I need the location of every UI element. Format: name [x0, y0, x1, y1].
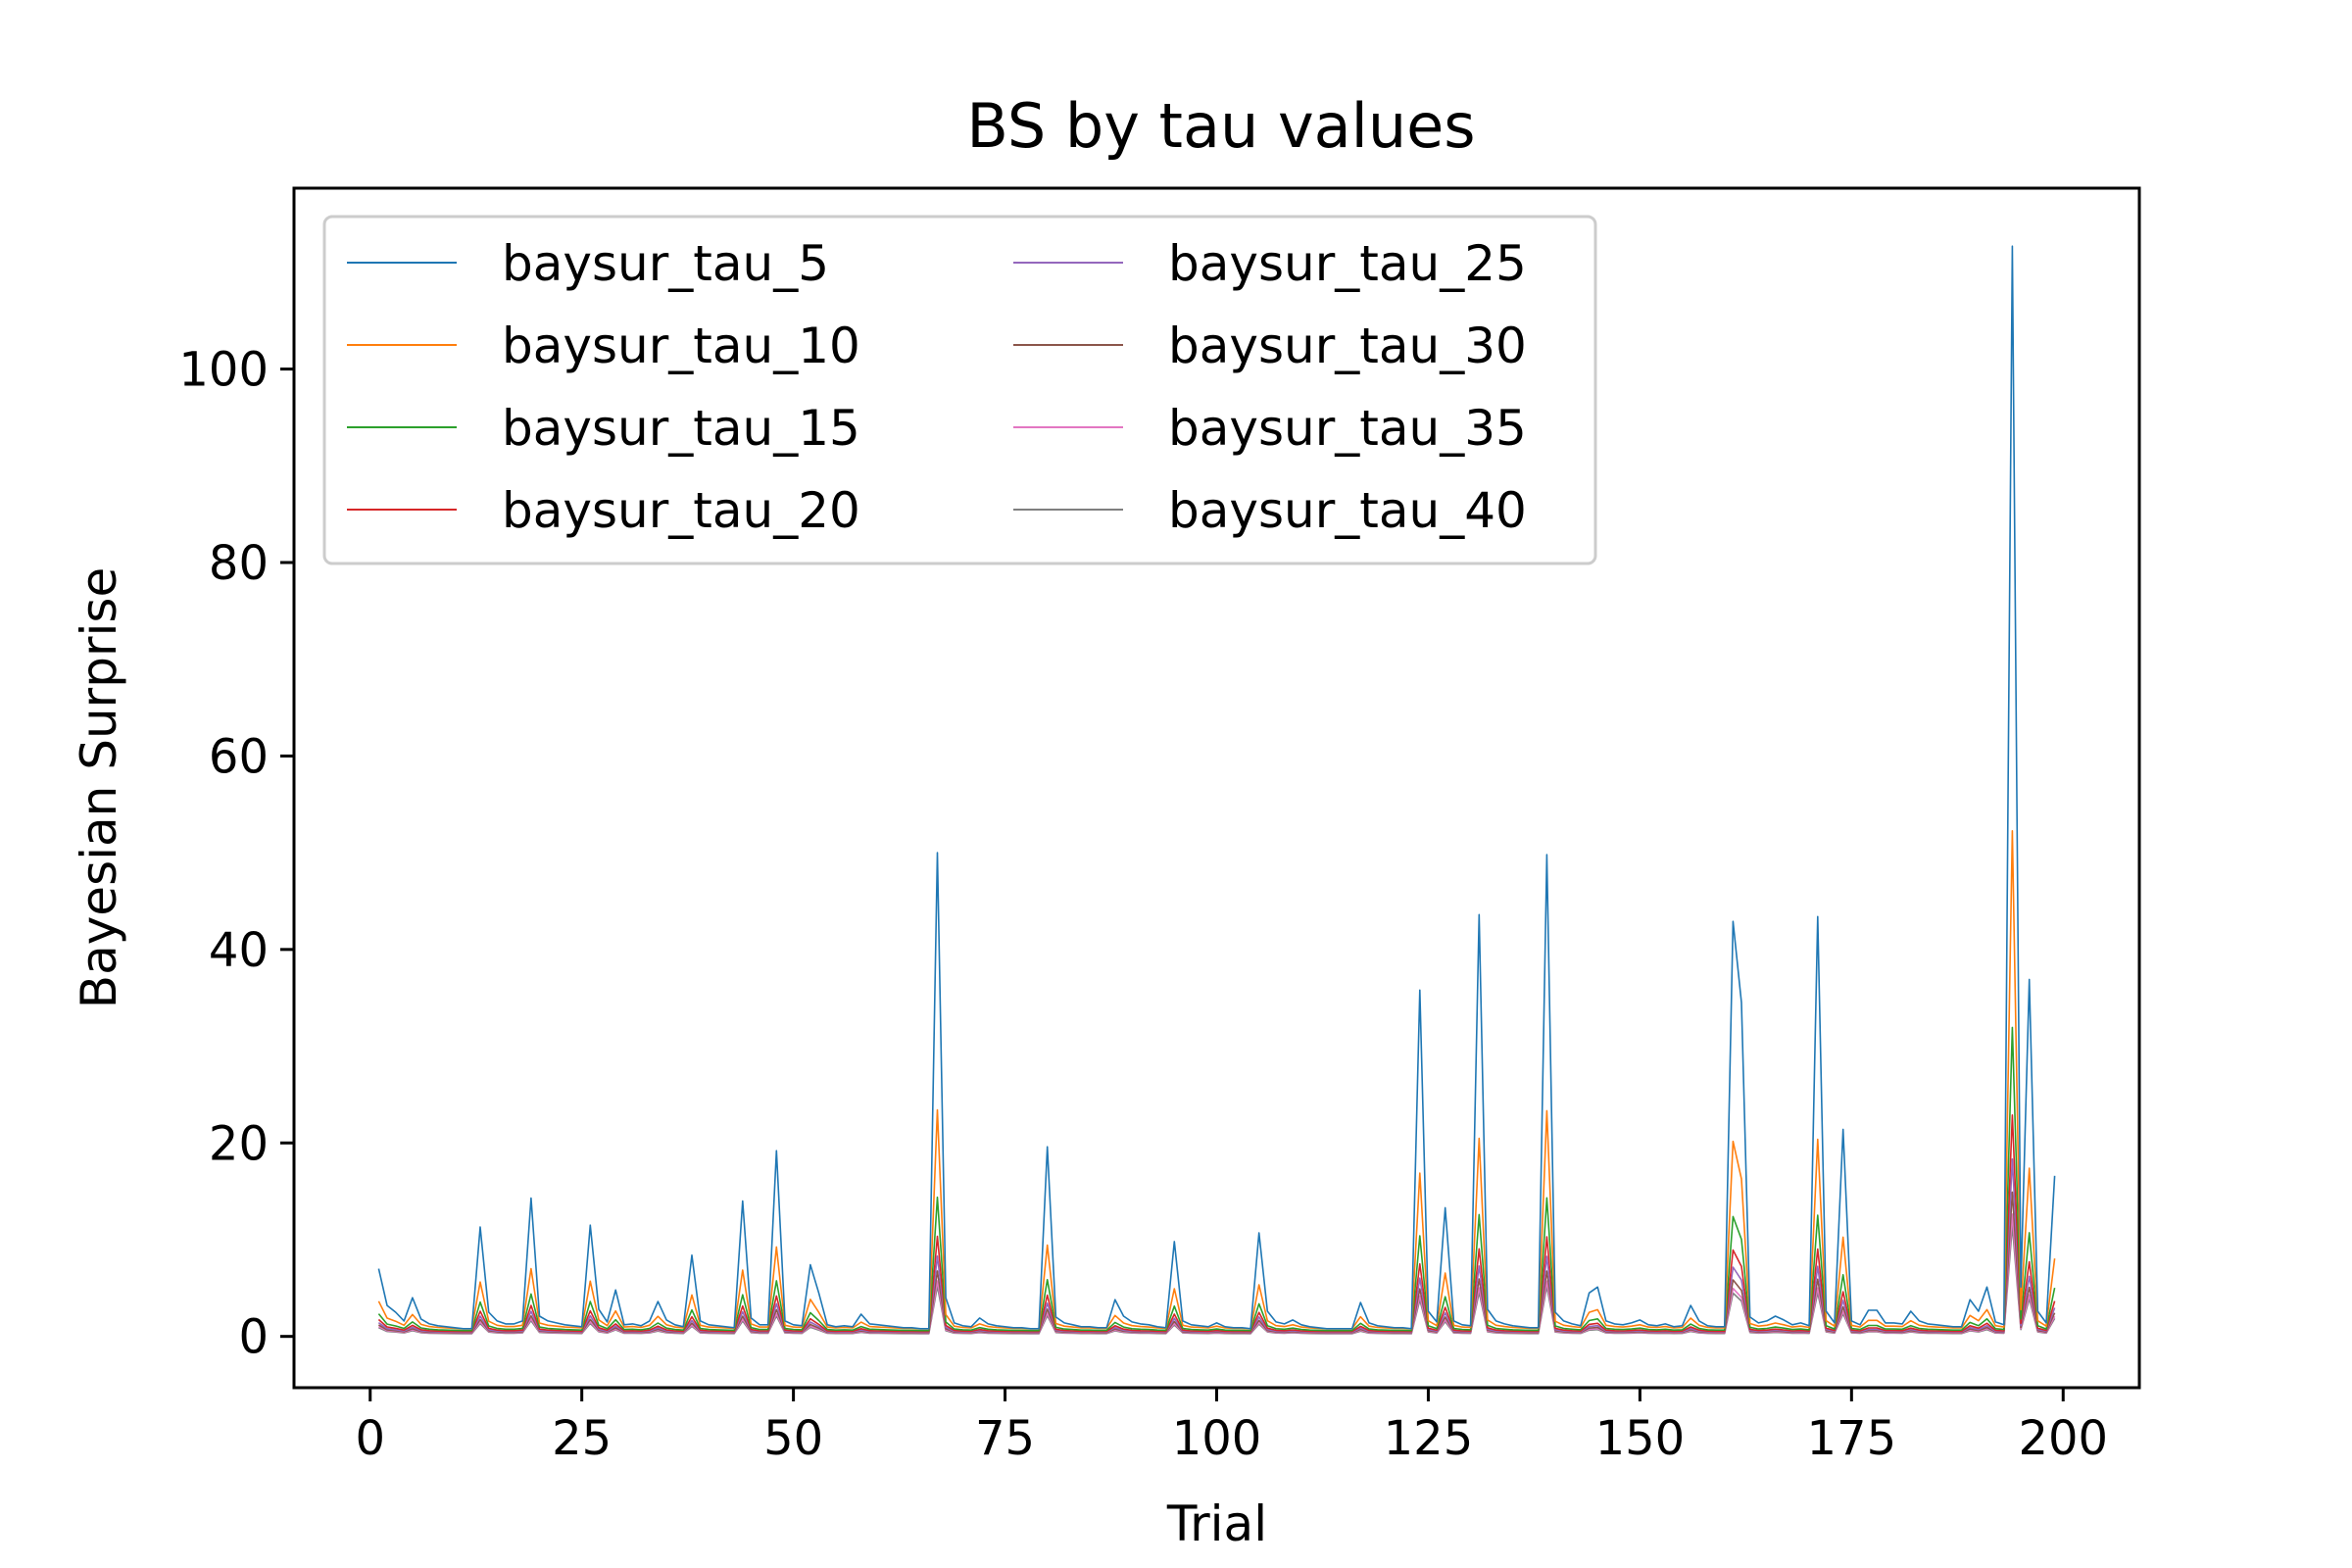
legend-label: baysur_tau_5 [502, 235, 829, 292]
series-line-baysur_tau_10 [377, 829, 2056, 1330]
x-tick-label: 100 [1172, 1411, 1262, 1466]
x-tick-label: 150 [1595, 1411, 1686, 1466]
y-tick-label: 40 [209, 923, 269, 978]
y-tick-label: 100 [178, 343, 269, 398]
legend: baysur_tau_5baysur_tau_10baysur_tau_15ba… [322, 215, 1597, 565]
plot-frame [292, 186, 2141, 1390]
x-tick-label: 125 [1384, 1411, 1474, 1466]
legend-label: baysur_tau_40 [1168, 482, 1527, 539]
x-axis-ticks: 0 25 50 75 100 125 150 175 200 [355, 1388, 2108, 1466]
x-tick-label: 75 [975, 1411, 1035, 1466]
y-tick-label: 80 [209, 536, 269, 591]
legend-label: baysur_tau_25 [1168, 235, 1527, 292]
series-lines [377, 245, 2056, 1335]
y-tick-label: 20 [209, 1116, 269, 1171]
series-line-baysur_tau_25 [377, 1157, 2056, 1334]
y-tick-label: 0 [238, 1310, 269, 1365]
series-line-baysur_tau_20 [377, 1114, 2056, 1333]
legend-label: baysur_tau_15 [502, 400, 860, 457]
x-tick-label: 200 [2018, 1411, 2108, 1466]
x-tick-label: 175 [1807, 1411, 1897, 1466]
legend-label: baysur_tau_30 [1168, 318, 1527, 374]
y-axis-label: Bayesian Surprise [71, 567, 127, 1008]
chart-title: BS by tau values [966, 90, 1475, 162]
legend-label: baysur_tau_10 [502, 318, 860, 374]
y-tick-label: 60 [209, 729, 269, 784]
series-line-baysur_tau_15 [377, 1026, 2056, 1332]
x-axis-label: Trial [1166, 1495, 1267, 1552]
legend-label: baysur_tau_35 [1168, 400, 1527, 457]
x-tick-label: 50 [763, 1411, 823, 1466]
x-tick-label: 25 [552, 1411, 612, 1466]
legend-label: baysur_tau_20 [502, 482, 860, 539]
legend-frame [322, 215, 1597, 565]
x-tick-label: 0 [355, 1411, 385, 1466]
series-line-baysur_tau_5 [377, 245, 2056, 1330]
y-axis-ticks: 0 20 40 60 80 100 [178, 343, 294, 1365]
legend-items: baysur_tau_5baysur_tau_10baysur_tau_15ba… [347, 235, 1527, 539]
